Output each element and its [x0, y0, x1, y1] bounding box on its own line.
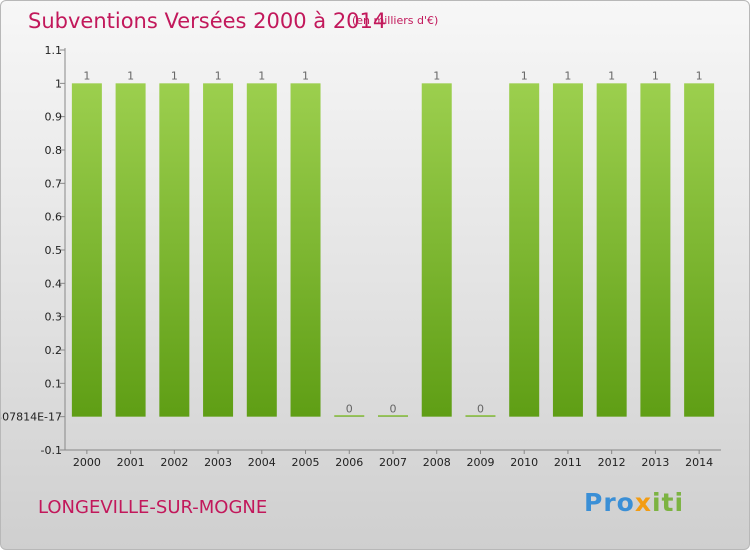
logo-part-3: iti [651, 488, 685, 517]
bar-2010[interactable] [509, 83, 540, 417]
chart-title: Subventions Versées 2000 à 2014 [28, 9, 387, 33]
y-tick-label: 0.3 [45, 311, 63, 324]
y-tick-label: -0.1 [41, 444, 62, 457]
x-tick-label-2009: 2009 [466, 456, 494, 469]
y-tick-label: 0.5 [45, 244, 63, 257]
y-tick-label: 0.6 [45, 211, 63, 224]
logo-part-2: x [634, 488, 652, 517]
value-label-2009: 0 [477, 403, 484, 416]
bar-2003[interactable] [203, 83, 234, 417]
bar-2004[interactable] [246, 83, 277, 417]
y-tick-label: 0.4 [45, 277, 63, 290]
chart-unit: (en milliers d'€) [352, 14, 439, 27]
y-tick-label: 0.8 [45, 144, 63, 157]
bar-2013[interactable] [640, 83, 671, 417]
x-tick-label-2008: 2008 [423, 456, 451, 469]
bar-2012[interactable] [596, 83, 627, 417]
bar-2006[interactable] [334, 415, 365, 417]
bar-2007[interactable] [378, 415, 408, 417]
value-label-2003: 1 [215, 69, 222, 82]
value-label-2005: 1 [302, 69, 309, 82]
bar-2000[interactable] [71, 83, 102, 417]
x-tick-label-2007: 2007 [379, 456, 407, 469]
value-label-2004: 1 [258, 69, 265, 82]
y-tick-label: 0.2 [45, 344, 63, 357]
value-label-2000: 1 [83, 69, 90, 82]
value-label-2001: 1 [127, 69, 134, 82]
value-label-2002: 1 [171, 69, 178, 82]
y-tick-label: 307814E-17 [1, 411, 62, 424]
bar-2008[interactable] [421, 83, 452, 417]
x-tick-label-2000: 2000 [73, 456, 101, 469]
proxiti-logo[interactable]: Proxiti [584, 488, 684, 517]
y-tick-label: 0.1 [45, 377, 63, 390]
value-label-2007: 0 [390, 403, 397, 416]
x-tick-label-2004: 2004 [248, 456, 276, 469]
x-tick-label-2005: 2005 [292, 456, 320, 469]
value-label-2006: 0 [346, 403, 353, 416]
bar-2005[interactable] [290, 83, 321, 417]
y-tick-label: 0.7 [45, 177, 63, 190]
x-tick-label-2001: 2001 [117, 456, 145, 469]
bar-2001[interactable] [115, 83, 146, 417]
x-tick-label-2003: 2003 [204, 456, 232, 469]
value-label-2013: 1 [652, 69, 659, 82]
value-label-2010: 1 [521, 69, 528, 82]
value-label-2014: 1 [696, 69, 703, 82]
x-tick-label-2012: 2012 [598, 456, 626, 469]
x-tick-label-2013: 2013 [641, 456, 669, 469]
y-tick-label: 0.9 [45, 111, 63, 124]
y-tick-label: 1 [55, 77, 62, 90]
bar-2014[interactable] [684, 83, 715, 417]
x-tick-label-2011: 2011 [554, 456, 582, 469]
x-tick-label-2002: 2002 [160, 456, 188, 469]
value-label-2008: 1 [433, 69, 440, 82]
value-label-2011: 1 [564, 69, 571, 82]
x-tick-label-2010: 2010 [510, 456, 538, 469]
value-label-2012: 1 [608, 69, 615, 82]
x-tick-label-2006: 2006 [335, 456, 363, 469]
bar-2011[interactable] [552, 83, 583, 417]
bar-2002[interactable] [159, 83, 190, 417]
y-tick-label: 1.1 [45, 44, 63, 57]
logo-part-1: Pro [584, 488, 635, 517]
commune-name: LONGEVILLE-SUR-MOGNE [38, 497, 268, 518]
x-tick-label-2014: 2014 [685, 456, 713, 469]
bar-2009[interactable] [465, 415, 496, 417]
